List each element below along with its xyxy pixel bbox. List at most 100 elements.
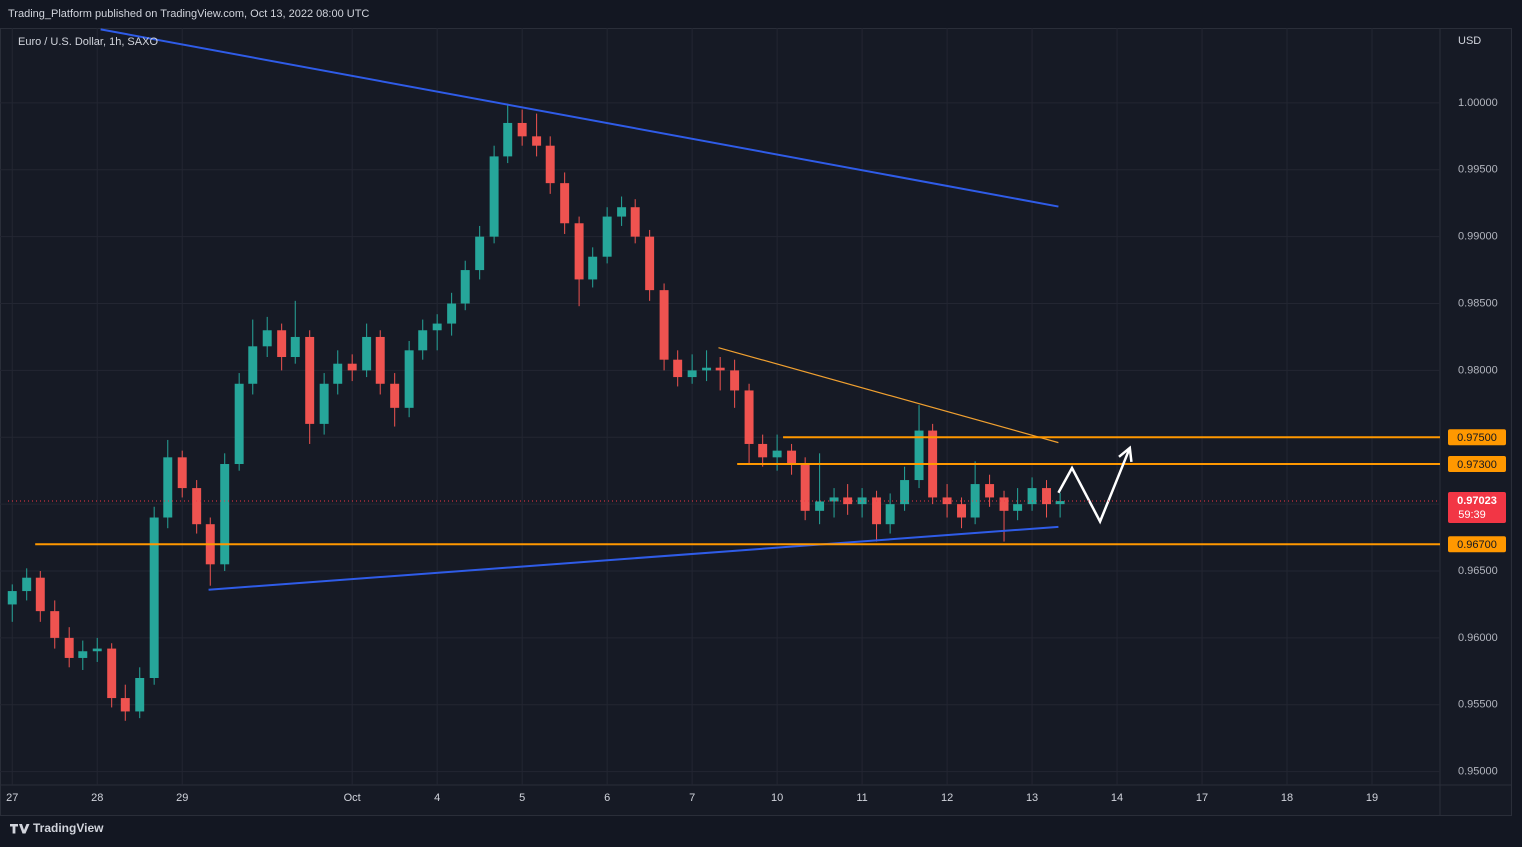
level-label: 0.97300	[1457, 459, 1497, 471]
candle-body	[277, 330, 287, 358]
candle-body	[192, 488, 202, 525]
candle-body	[900, 480, 910, 505]
candle-body	[149, 517, 159, 679]
projection-path	[1057, 447, 1131, 525]
candle-body	[673, 359, 683, 378]
x-tick-label: Oct	[344, 792, 361, 804]
x-tick-label: 7	[689, 792, 695, 804]
candle-body	[1055, 501, 1065, 505]
candle-body	[248, 346, 258, 384]
candle-body	[630, 207, 640, 237]
candle-body	[843, 497, 853, 505]
candle-body	[475, 236, 485, 271]
candle-body	[432, 323, 442, 331]
candle-body	[78, 651, 88, 658]
level-label: 0.96700	[1457, 539, 1497, 551]
candle-body	[687, 370, 697, 378]
trendline	[718, 347, 1059, 444]
candle-body	[319, 383, 329, 424]
x-tick-label: 6	[604, 792, 610, 804]
level-label: 0.97500	[1457, 432, 1497, 444]
candle-body	[390, 383, 400, 408]
candle-body	[885, 504, 895, 525]
candle-body	[872, 497, 882, 525]
x-tick-label: 17	[1196, 792, 1208, 804]
x-tick-label: 12	[941, 792, 953, 804]
candle-body	[50, 611, 60, 638]
candle-body	[375, 336, 385, 384]
candle-body	[35, 577, 45, 612]
candle-body	[347, 363, 357, 371]
candle-body	[957, 504, 967, 518]
symbol-title: Euro / U.S. Dollar, 1h, SAXO	[18, 36, 158, 48]
candle-body	[588, 256, 598, 280]
candle-body	[970, 484, 980, 518]
candle-body	[404, 350, 414, 408]
candle-body	[999, 497, 1009, 511]
publish-header: Trading_Platform published on TradingVie…	[8, 8, 369, 20]
brand-name: TradingView	[33, 821, 104, 835]
x-tick-label: 29	[176, 792, 188, 804]
level-label-box	[1448, 429, 1506, 446]
chart-panel	[0, 28, 1512, 816]
candle-body	[532, 136, 542, 146]
candle-body	[744, 390, 754, 444]
candle-body	[447, 303, 457, 324]
bar-countdown: 59:39	[1458, 509, 1486, 521]
candle-body	[1013, 504, 1023, 511]
y-tick-label: 1.00000	[1458, 97, 1498, 109]
candle-body	[517, 122, 527, 137]
candle-body	[702, 367, 712, 371]
level-label-box	[1448, 536, 1506, 553]
candle-body	[7, 591, 17, 605]
x-tick-label: 11	[856, 792, 867, 804]
candle-body	[1042, 488, 1051, 505]
projection-arrowhead	[1118, 445, 1133, 463]
candle-body	[135, 678, 145, 712]
brand-logo	[10, 824, 30, 834]
candle-body	[305, 336, 315, 424]
x-tick-label: 4	[434, 792, 440, 804]
candle-body	[758, 443, 768, 458]
last-price-label: 0.97023	[1457, 495, 1497, 507]
candle-body	[92, 648, 102, 652]
x-tick-label: 19	[1366, 792, 1378, 804]
candle-body	[107, 648, 117, 699]
candle-body	[574, 223, 584, 280]
candle-body	[617, 207, 627, 217]
y-tick-label: 0.95500	[1458, 699, 1498, 711]
candle-body	[787, 450, 797, 465]
y-tick-label: 0.98500	[1458, 297, 1498, 309]
marks	[7, 28, 1440, 721]
candle-body	[800, 464, 810, 511]
y-tick-label: 0.96000	[1458, 632, 1498, 644]
last-price-box	[1448, 492, 1506, 524]
candle-body	[290, 336, 300, 358]
x-tick-label: 14	[1111, 792, 1123, 804]
candle-body	[1027, 488, 1037, 505]
candle-body	[942, 497, 952, 505]
y-tick-label: 0.95000	[1458, 766, 1498, 778]
trendline	[208, 525, 1059, 591]
x-tick-label: 13	[1026, 792, 1038, 804]
candle-body	[772, 450, 782, 458]
candle-body	[22, 577, 32, 592]
candle-body	[120, 698, 130, 712]
candle-body	[715, 367, 725, 371]
candle-body	[460, 270, 470, 304]
candle-body	[645, 236, 655, 291]
candle-body	[545, 145, 555, 184]
candle-body	[659, 290, 669, 360]
candle-body	[503, 122, 513, 157]
candle-body	[730, 370, 740, 391]
candle-body	[489, 156, 499, 237]
candle-body	[362, 336, 372, 371]
x-tick-label: 18	[1281, 792, 1293, 804]
candle-body	[333, 363, 343, 384]
x-tick-label: 5	[519, 792, 525, 804]
x-tick-label: 27	[6, 792, 18, 804]
y-tick-label: 0.98000	[1458, 364, 1498, 376]
candle-body	[418, 330, 428, 351]
